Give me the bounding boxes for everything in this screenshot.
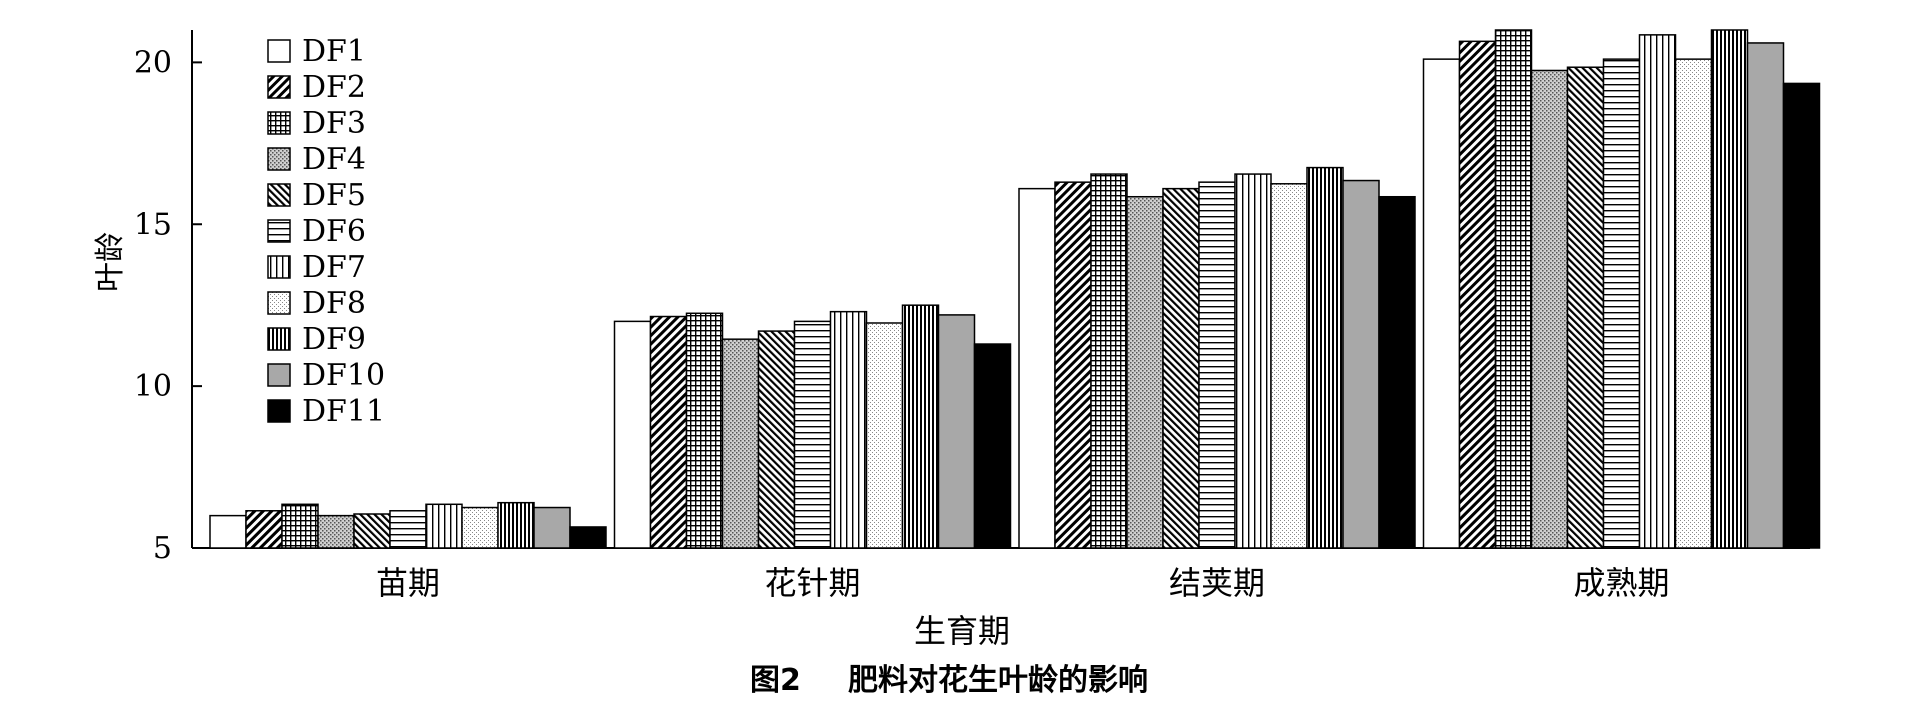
bars: [209, 29, 1821, 549]
bar-df10-2: [1342, 179, 1380, 549]
bar-df3-1: [685, 312, 724, 549]
y-tick-label: 15: [134, 207, 172, 242]
bar-df10-0: [533, 506, 571, 549]
x-tick-label: 苗期: [376, 564, 440, 602]
bar-df11-2: [1378, 195, 1416, 549]
y-ticks: 5 10 15 20: [134, 45, 202, 566]
y-tick-label: 10: [134, 369, 172, 404]
legend-swatch-df4: [267, 147, 291, 171]
bar-df9-0: [497, 501, 535, 549]
legend-swatch-df7: [267, 255, 291, 279]
bar-df9-2: [1306, 166, 1344, 549]
legend-label-df5: DF5: [302, 178, 366, 213]
y-axis-label: 叶龄: [93, 232, 128, 292]
bar-df6-2: [1198, 181, 1236, 549]
legend-label-df9: DF9: [302, 322, 366, 357]
bar-df1-1: [613, 320, 652, 549]
bar-df4-0: [317, 514, 355, 549]
x-tick-label: 花针期: [764, 564, 860, 602]
bar-df10-3: [1746, 42, 1785, 549]
legend-swatch-df8: [267, 291, 291, 315]
figure-caption-text: 肥料对花生叶龄的影响: [848, 663, 1148, 698]
bar-df5-2: [1162, 187, 1200, 549]
legend-swatch-df6: [267, 219, 291, 243]
bar-df8-1: [865, 322, 904, 549]
bar-df7-0: [425, 503, 463, 549]
legend-swatch-df1: [267, 39, 291, 63]
bar-df5-0: [353, 513, 391, 549]
bar-df9-3: [1710, 29, 1749, 549]
legend-label-df4: DF4: [302, 142, 366, 177]
bar-df6-3: [1602, 58, 1641, 549]
figure-caption-number: 图2: [750, 663, 801, 698]
bar-df5-3: [1566, 66, 1605, 549]
x-tick-label: 结荚期: [1169, 564, 1265, 602]
legend-swatch-df11: [267, 399, 291, 423]
legend-label-df1: DF1: [302, 34, 366, 69]
legend-swatch-df3: [267, 111, 291, 135]
x-ticks: 苗期 花针期 结荚期 成熟期: [376, 564, 1670, 602]
legend-label-df7: DF7: [302, 250, 366, 285]
bar-df6-1: [793, 320, 832, 549]
bar-df8-0: [461, 506, 499, 549]
bar-df4-2: [1126, 195, 1164, 549]
bar-df11-3: [1782, 82, 1821, 549]
legend-swatch-df10: [267, 363, 291, 387]
x-axis-label: 生育期: [914, 612, 1010, 650]
bar-df2-1: [649, 315, 688, 549]
bar-df7-2: [1234, 173, 1272, 549]
bar-df9-1: [901, 304, 940, 549]
bar-df10-1: [937, 314, 976, 549]
legend-label-df3: DF3: [302, 106, 366, 141]
legend-label-df10: DF10: [302, 358, 385, 393]
bar-df2-2: [1054, 181, 1092, 549]
legend-label-df8: DF8: [302, 286, 366, 321]
legend-swatch-df2: [267, 75, 291, 99]
bar-df3-3: [1494, 29, 1533, 549]
legend-swatch-df9: [267, 327, 291, 351]
bar-df3-2: [1090, 173, 1128, 549]
legend-swatch-df5: [267, 183, 291, 207]
bar-df8-2: [1270, 183, 1308, 549]
legend-label-df2: DF2: [302, 70, 366, 105]
bar-df11-1: [973, 343, 1012, 549]
y-tick-label: 20: [134, 45, 172, 80]
bar-df1-0: [209, 514, 247, 549]
bar-df2-0: [245, 510, 283, 549]
bar-df1-3: [1422, 58, 1461, 549]
bar-df1-2: [1018, 187, 1056, 549]
bar-df2-3: [1458, 40, 1497, 549]
bar-df11-0: [569, 526, 607, 549]
bar-df7-1: [829, 310, 868, 549]
y-tick-label: 5: [153, 531, 172, 566]
legend-label-df11: DF11: [302, 394, 385, 429]
x-tick-label: 成熟期: [1573, 564, 1669, 602]
bar-df4-1: [721, 338, 760, 549]
bar-df3-0: [281, 503, 319, 549]
bar-df6-0: [389, 510, 427, 549]
bar-df8-3: [1674, 58, 1713, 549]
bar-df4-3: [1530, 69, 1569, 549]
legend-label-df6: DF6: [302, 214, 366, 249]
bar-df5-1: [757, 330, 796, 549]
bar-df7-3: [1638, 34, 1677, 549]
